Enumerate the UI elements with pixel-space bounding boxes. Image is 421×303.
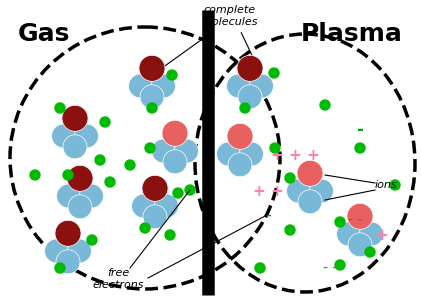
Text: Plasma: Plasma — [301, 22, 403, 46]
Circle shape — [249, 74, 273, 98]
Circle shape — [163, 150, 187, 174]
Circle shape — [125, 160, 135, 170]
Circle shape — [298, 190, 322, 214]
Circle shape — [152, 74, 176, 98]
Text: -: - — [357, 121, 363, 139]
Circle shape — [56, 184, 80, 208]
Circle shape — [68, 195, 92, 219]
Circle shape — [165, 230, 175, 240]
Text: + +: + + — [253, 185, 283, 199]
Circle shape — [87, 235, 97, 245]
Circle shape — [238, 85, 262, 109]
Text: Gas: Gas — [18, 22, 70, 46]
Circle shape — [226, 74, 250, 98]
Text: -: - — [265, 206, 271, 224]
Circle shape — [52, 124, 76, 148]
Circle shape — [142, 175, 168, 201]
Circle shape — [309, 179, 333, 203]
Circle shape — [240, 103, 250, 113]
Circle shape — [285, 225, 295, 235]
Text: free
electrons: free electrons — [92, 268, 144, 290]
Circle shape — [100, 117, 110, 127]
Text: complete
molecules: complete molecules — [202, 5, 258, 27]
Circle shape — [67, 239, 91, 263]
Text: +: + — [376, 228, 389, 242]
Circle shape — [297, 160, 323, 186]
Circle shape — [287, 179, 311, 203]
Circle shape — [355, 143, 365, 153]
Circle shape — [140, 85, 164, 109]
Circle shape — [167, 70, 177, 80]
Circle shape — [227, 123, 253, 149]
Circle shape — [337, 222, 361, 246]
Circle shape — [173, 188, 183, 198]
Circle shape — [132, 194, 156, 218]
Circle shape — [56, 250, 80, 274]
Circle shape — [320, 100, 330, 110]
Circle shape — [347, 203, 373, 229]
Circle shape — [348, 233, 372, 257]
Circle shape — [216, 142, 240, 166]
Circle shape — [228, 153, 252, 177]
Circle shape — [67, 165, 93, 191]
Circle shape — [55, 220, 81, 246]
Circle shape — [185, 185, 195, 195]
Circle shape — [152, 139, 176, 163]
Circle shape — [95, 155, 105, 165]
Circle shape — [285, 173, 295, 183]
Circle shape — [162, 120, 188, 146]
Circle shape — [139, 55, 165, 81]
Circle shape — [63, 135, 87, 159]
Circle shape — [390, 180, 400, 190]
Text: ions: ions — [375, 180, 397, 190]
Circle shape — [174, 139, 198, 163]
Text: + + +: + + + — [271, 148, 320, 162]
Circle shape — [240, 142, 264, 166]
Circle shape — [270, 143, 280, 153]
Circle shape — [75, 124, 99, 148]
Circle shape — [62, 105, 88, 131]
Circle shape — [147, 103, 157, 113]
Circle shape — [105, 177, 115, 187]
Circle shape — [360, 222, 384, 246]
Circle shape — [155, 194, 179, 218]
Circle shape — [30, 170, 40, 180]
Circle shape — [128, 74, 152, 98]
Circle shape — [63, 170, 73, 180]
Circle shape — [143, 205, 167, 229]
Circle shape — [45, 239, 69, 263]
Text: - -: - - — [323, 261, 337, 275]
Circle shape — [55, 263, 65, 273]
Circle shape — [237, 55, 263, 81]
Circle shape — [335, 217, 345, 227]
Circle shape — [55, 103, 65, 113]
Circle shape — [255, 263, 265, 273]
Circle shape — [80, 184, 104, 208]
Circle shape — [335, 260, 345, 270]
Circle shape — [140, 223, 150, 233]
Circle shape — [269, 68, 279, 78]
Circle shape — [365, 247, 375, 257]
Text: - -: - - — [348, 213, 362, 227]
Circle shape — [145, 143, 155, 153]
